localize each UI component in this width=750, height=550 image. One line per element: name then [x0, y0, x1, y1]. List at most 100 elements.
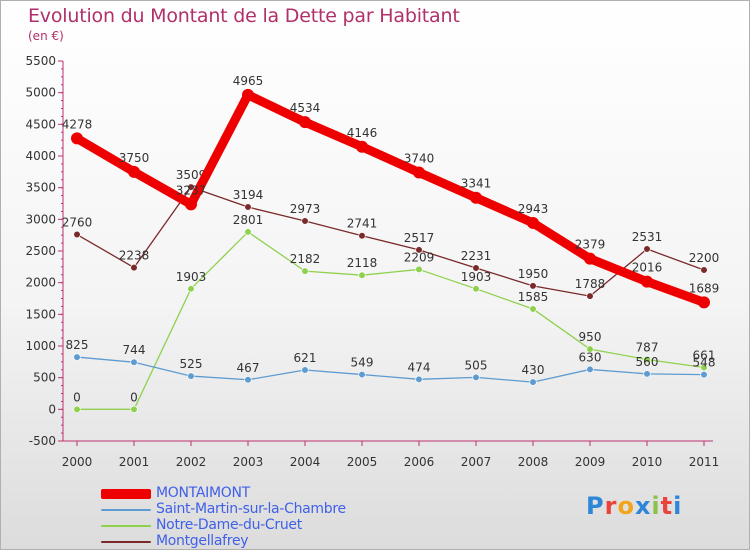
proxiti-logo: Proxiti: [586, 492, 682, 520]
data-point: [700, 266, 708, 274]
legend-swatch: [101, 541, 151, 543]
legend-label: Notre-Dame-du-Cruet: [156, 517, 302, 533]
y-tick-label: 500: [33, 371, 56, 385]
data-label: 3341: [461, 177, 492, 191]
y-tick-label: -500: [29, 434, 56, 448]
data-label: 2231: [461, 249, 492, 263]
y-tick-label: 3500: [25, 181, 56, 195]
x-tick-label: 2008: [518, 455, 549, 469]
y-tick-label: 2000: [25, 276, 56, 290]
legend-swatch: [101, 509, 151, 511]
data-point: [73, 230, 81, 239]
data-point: [586, 365, 594, 374]
data-point: [415, 246, 423, 254]
logo-letter: r: [604, 492, 618, 520]
data-point: [299, 116, 311, 129]
data-point: [187, 372, 195, 380]
x-tick-label: 2007: [461, 455, 492, 469]
series-line: [72, 90, 709, 307]
data-point: [472, 285, 480, 293]
data-label: 621: [294, 351, 317, 365]
data-point: [586, 345, 594, 353]
data-label: 0: [130, 390, 138, 404]
data-point: [301, 217, 309, 225]
data-label: 1788: [575, 277, 606, 291]
y-tick-label: 3000: [25, 212, 56, 226]
data-point: [130, 405, 138, 413]
data-label: 2182: [290, 252, 321, 266]
legend-label: Montgellafrey: [156, 533, 249, 549]
data-label: 4278: [62, 117, 93, 131]
data-label: 1903: [176, 270, 207, 284]
logo-letter: t: [660, 492, 674, 520]
data-point: [586, 292, 594, 300]
chart-title: Evolution du Montant de la Dette par Hab…: [28, 5, 460, 27]
x-tick-label: 2003: [233, 455, 264, 469]
data-label: 744: [123, 343, 146, 357]
data-point: [358, 271, 366, 279]
data-label: 2973: [290, 202, 321, 216]
data-label: 2016: [632, 261, 663, 275]
logo-letter: i: [673, 492, 683, 520]
data-label: 3750: [119, 151, 150, 165]
data-point: [529, 378, 537, 386]
data-label: 1950: [518, 267, 549, 281]
data-label: 630: [579, 350, 602, 364]
data-label: 4965: [233, 74, 264, 88]
y-tick-label: 5000: [25, 86, 56, 100]
data-label: 2209: [404, 250, 435, 264]
x-tick-label: 2010: [632, 455, 663, 469]
data-point: [73, 353, 81, 361]
y-tick-label: 1000: [25, 339, 56, 353]
data-point: [415, 375, 423, 383]
data-point: [700, 363, 708, 372]
data-point: [529, 282, 537, 290]
y-tick-label: 0: [48, 402, 56, 416]
logo-letter: P: [586, 492, 605, 520]
y-tick-label: 4000: [25, 149, 56, 163]
data-label: 549: [351, 356, 374, 370]
series-line: [76, 356, 705, 383]
x-tick-label: 2002: [176, 455, 207, 469]
legend-swatch: [101, 525, 151, 527]
data-point: [643, 370, 651, 378]
data-label: 2517: [404, 231, 435, 245]
data-point: [472, 373, 480, 381]
data-label: 2760: [62, 216, 93, 230]
data-point: [130, 358, 138, 366]
data-label: 4534: [290, 101, 321, 115]
data-point: [529, 305, 537, 313]
data-label: 950: [579, 330, 602, 344]
series-line: [76, 231, 705, 410]
y-tick-label: 5500: [25, 54, 56, 68]
data-label: 548: [693, 356, 716, 370]
data-label: 3237: [176, 183, 207, 197]
data-label: 4146: [347, 126, 378, 140]
chart-subtitle: (en €): [28, 29, 64, 43]
data-point: [242, 88, 254, 101]
data-label: 474: [408, 360, 431, 374]
logo-letter: o: [617, 492, 635, 520]
data-point: [527, 216, 539, 229]
data-point: [358, 370, 366, 379]
logo-letter: i: [651, 492, 661, 520]
data-label: 2741: [347, 217, 378, 231]
data-label: 505: [465, 358, 488, 372]
data-point: [643, 355, 651, 364]
x-tick-label: 2005: [347, 455, 378, 469]
x-tick-label: 2009: [575, 455, 606, 469]
data-point: [698, 296, 710, 309]
data-label: 3509: [176, 168, 207, 182]
series-line: [76, 186, 705, 297]
data-label: 3740: [404, 151, 435, 165]
data-point: [244, 376, 252, 384]
data-label: 3194: [233, 188, 264, 202]
y-tick-label: 4500: [25, 117, 56, 131]
data-label: 1903: [461, 270, 492, 284]
data-label: 1689: [689, 281, 720, 295]
data-point: [301, 366, 309, 374]
data-label: 661: [693, 348, 716, 362]
data-label: 1585: [518, 290, 549, 304]
